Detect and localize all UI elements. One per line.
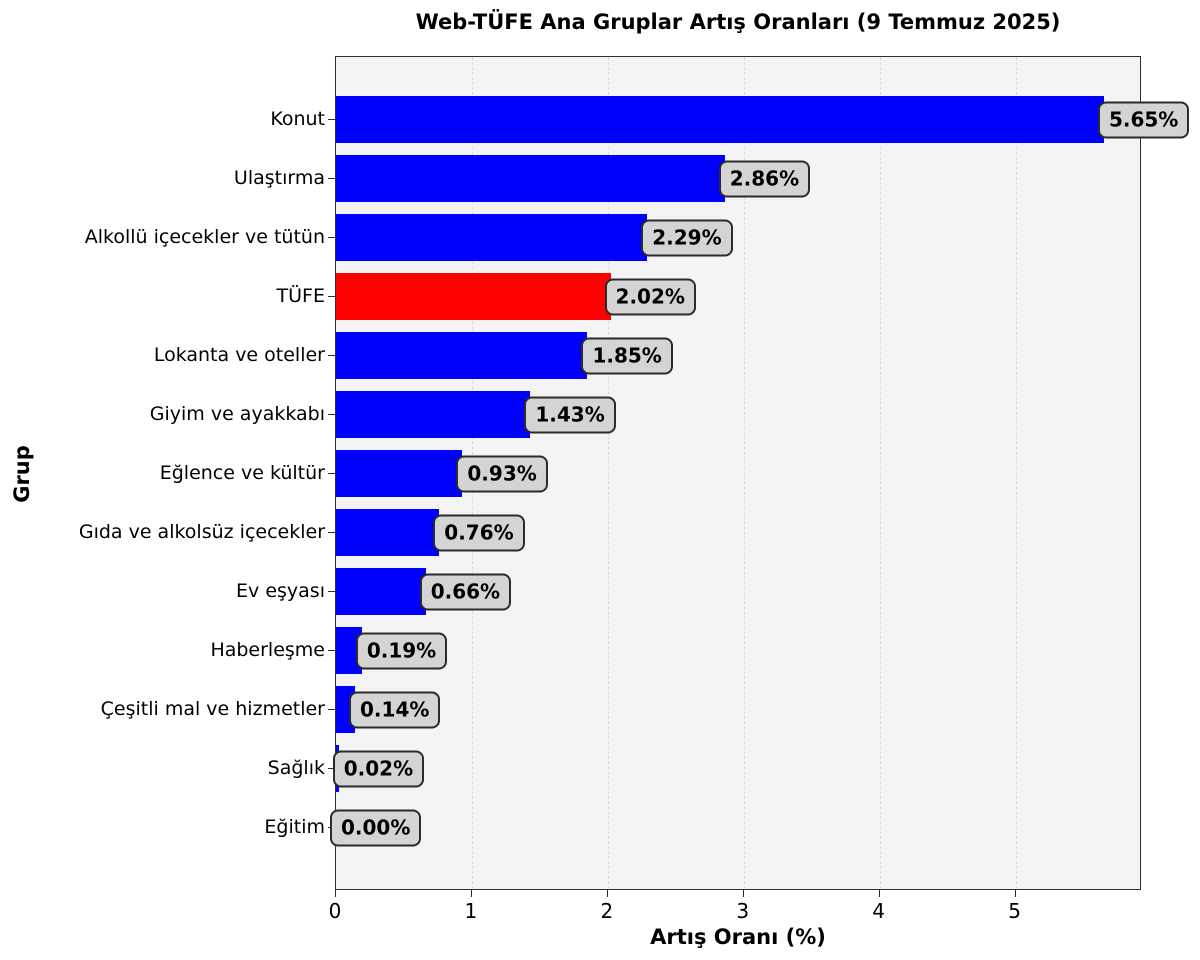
x-tick-mark [1014,890,1016,897]
category-label: Konut [270,107,325,130]
y-tick-mark [328,472,335,474]
bar [336,332,588,379]
category-label: TÜFE [276,284,325,307]
y-tick-mark [328,413,335,415]
bar-row: 0.93% [336,444,1140,503]
y-tick-mark [328,295,335,297]
bar-value-label: 0.93% [456,455,548,492]
x-tick-mark [606,890,608,897]
category-label: Lokanta ve oteller [153,343,325,366]
category-label: Ev eşyası [236,579,325,602]
category-label: Haberleşme [210,638,325,661]
category-label: Eğlence ve kültür [159,461,325,484]
y-tick-mark [328,177,335,179]
category-label: Gıda ve alkolsüz içecekler [78,520,325,543]
category-label: Sağlık [267,756,325,779]
bar-row: 0.02% [332,739,1140,798]
bar-value-label: 0.66% [419,573,512,610]
x-tick-label: 5 [1008,899,1021,923]
bar [336,214,648,261]
x-tick-label: 4 [872,899,886,923]
bar-row: 0.76% [336,503,1140,562]
x-tick-mark [878,890,880,897]
bar-row: 0.19% [336,621,1140,680]
highlight-bar [336,273,611,320]
chart-title: Web-TÜFE Ana Gruplar Artış Oranları (9 T… [415,10,1061,34]
x-tick-label: 1 [464,899,478,923]
y-tick-mark [328,708,335,710]
x-tick-label: 3 [736,899,750,923]
category-label: Ulaştırma [233,166,325,189]
bar-value-label: 5.65% [1097,101,1190,138]
bar [336,96,1104,143]
x-tick-label: 0 [328,899,342,923]
x-axis-title: Artış Oranı (%) [650,925,826,949]
y-tick-mark [328,236,335,238]
category-label: Giyim ve ayakkabı [149,402,325,425]
bar-row: 2.02% [336,267,1140,326]
bar-row: 5.65% [336,90,1190,149]
y-tick-mark [328,767,335,769]
bar-value-label: 2.02% [604,278,696,315]
bar-row: 2.29% [336,208,1140,267]
bar-value-label: 2.29% [641,219,733,256]
bar-row: 0.00% [330,798,1140,857]
category-label: Çeşitli mal ve hizmetler [100,697,325,720]
bar-value-label: 0.76% [433,514,525,551]
bar [336,155,725,202]
bar-value-label: 0.02% [332,750,425,787]
x-tick-mark [335,890,336,897]
y-tick-mark [328,531,335,533]
y-tick-mark [328,118,335,120]
bars-layer: 5.65% 2.86% 2.29% 2.02% 1.85% 1.43% 0.93% 0.76%… [330,90,1190,857]
gridline [879,57,881,889]
bar-row: 0.66% [336,562,1140,621]
bar-value-label: 1.85% [581,337,673,374]
bar-row: 1.43% [336,385,1140,444]
gridline [743,57,745,889]
bar-row: 0.14% [336,680,1140,739]
bar-row: 1.85% [336,326,1140,385]
category-label: Alkollü içecekler ve tütün [84,225,325,248]
x-tick-mark [470,890,472,897]
x-tick-mark [742,890,744,897]
bar-value-label: 1.43% [524,396,616,433]
bar [336,509,440,556]
bar [336,450,463,497]
plot-area: 5.65% 2.86% 2.29% 2.02% 1.85% 1.43% 0.93% 0.76%… [330,56,1190,890]
y-tick-mark [328,590,335,592]
y-tick-mark [328,649,335,651]
bar-value-label: 0.14% [349,691,441,728]
bar-value-label: 0.19% [355,632,448,669]
bar-row: 2.86% [336,149,1140,208]
bar [336,568,426,615]
x-tick-label: 2 [600,899,614,923]
gridline [1015,57,1017,889]
bar-value-label: 0.00% [330,809,422,846]
bar-value-label: 2.86% [718,160,811,197]
bar [336,391,531,438]
y-tick-mark [328,354,335,356]
category-label: Eğitim [264,815,325,838]
gridline [607,57,609,889]
